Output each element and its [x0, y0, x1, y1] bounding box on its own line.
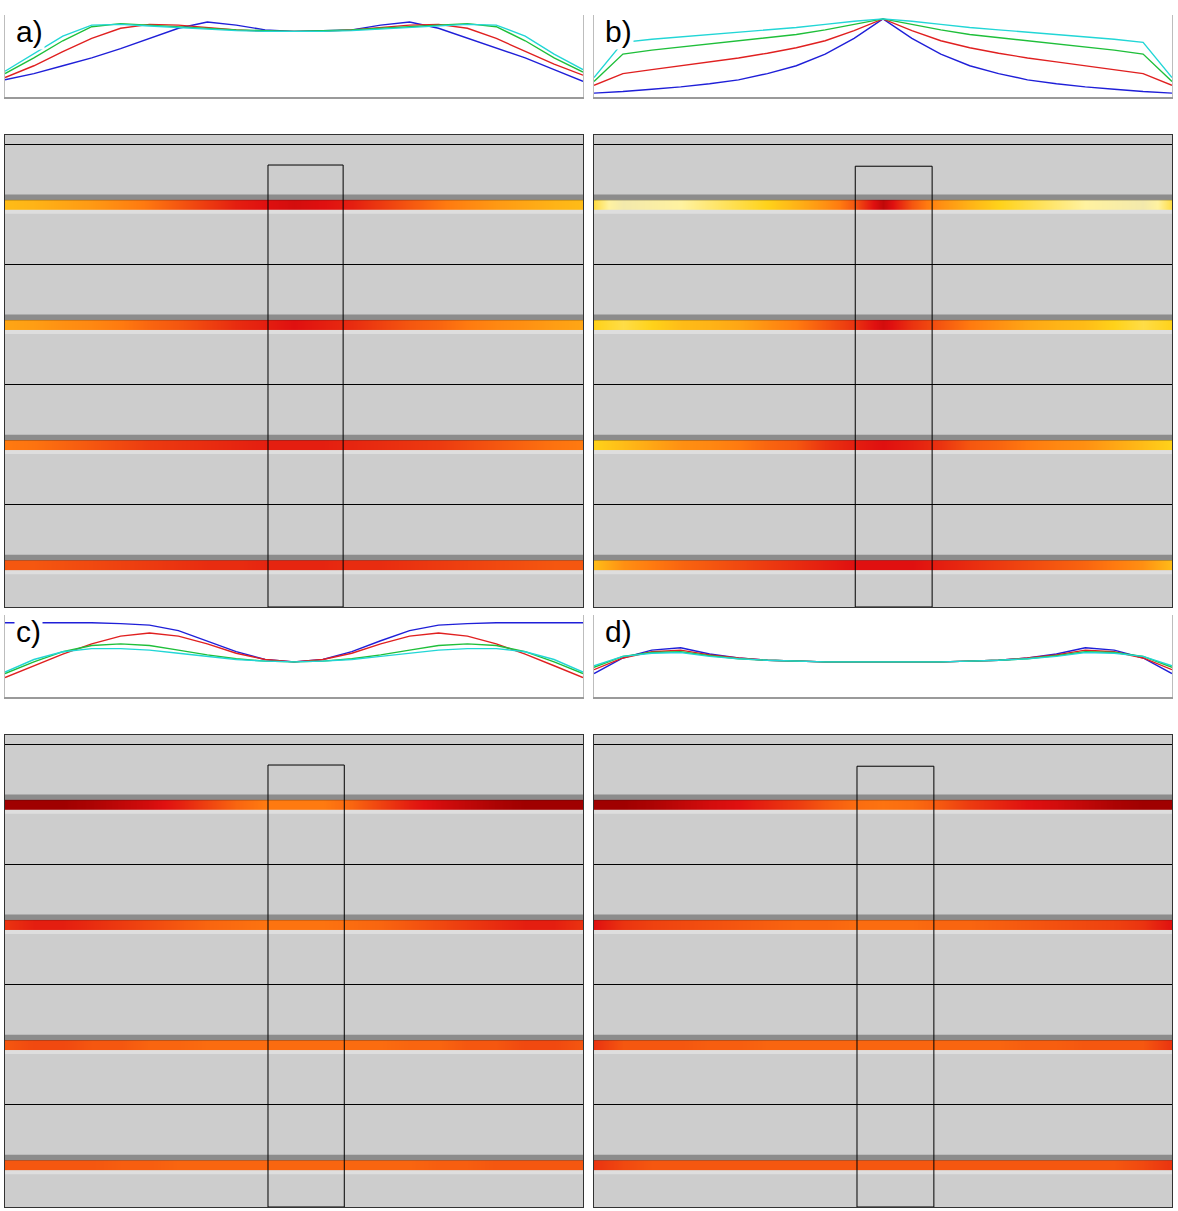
svg-text:b): b) — [605, 15, 632, 48]
svg-text:d): d) — [605, 615, 632, 648]
svg-text:a): a) — [16, 15, 43, 48]
svg-text:c): c) — [16, 615, 41, 648]
